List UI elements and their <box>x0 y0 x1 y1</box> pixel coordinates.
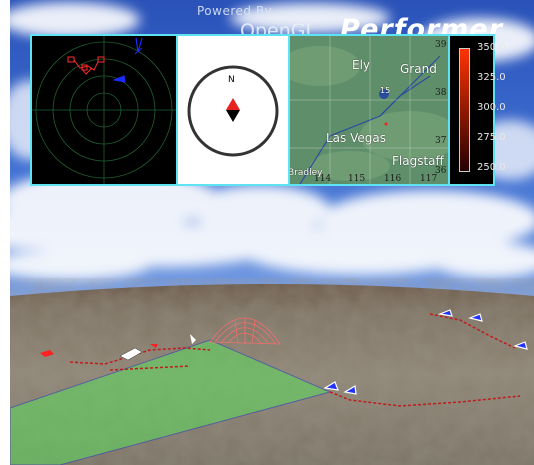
map-longitude-label: 115 <box>348 174 366 184</box>
hud-divider <box>176 36 178 184</box>
altitude-legend: 350.0 325.0 300.0 275.0 250.0 <box>448 36 506 184</box>
radar-friendly-tracks <box>112 37 143 83</box>
map-latitude-label: 37 <box>435 136 447 146</box>
terrain-view[interactable] <box>10 278 534 465</box>
altitude-tick-label: 300.0 <box>477 102 506 113</box>
altitude-tick-label: 325.0 <box>477 72 506 83</box>
radar-scope[interactable] <box>32 36 176 184</box>
map-latitude-label: 38 <box>435 88 447 98</box>
highway-shield-label: 15 <box>380 86 391 95</box>
radar-dome <box>209 317 281 345</box>
map-city-label: Grand <box>400 62 437 76</box>
map-panel[interactable]: Ely Grand Las Vegas Flagstaff 15 39 38 3… <box>288 36 448 184</box>
compass-panel: N <box>178 36 288 184</box>
flight-path <box>69 313 521 407</box>
aircraft-markers <box>40 309 528 395</box>
altitude-color-bar <box>459 48 470 172</box>
radar-hostile-tracks <box>67 56 105 75</box>
map-latitude-label: 36 <box>435 166 447 176</box>
altitude-tick-label: 275.0 <box>477 132 506 143</box>
map-longitude-label: 114 <box>314 174 332 184</box>
compass-south-needle <box>226 110 240 122</box>
map-city-label: Flagstaff <box>392 154 444 168</box>
map-city-label: Ely <box>352 58 371 72</box>
brand-powered-by: Powered By <box>197 4 273 18</box>
coverage-zone <box>10 339 332 465</box>
map-longitude-label: 117 <box>420 174 438 184</box>
hud-frame <box>30 34 495 186</box>
altitude-tick-label: 350.0 <box>477 42 506 53</box>
compass-north-needle <box>226 98 240 110</box>
map-city-label: Las Vegas <box>326 131 386 145</box>
map-longitude-label: 116 <box>384 174 402 184</box>
map-latitude-label: 39 <box>435 40 447 50</box>
compass-north-label: N <box>228 75 235 85</box>
map-city-fragment: Bradley <box>288 168 323 178</box>
altitude-tick-label: 250.0 <box>477 162 506 173</box>
